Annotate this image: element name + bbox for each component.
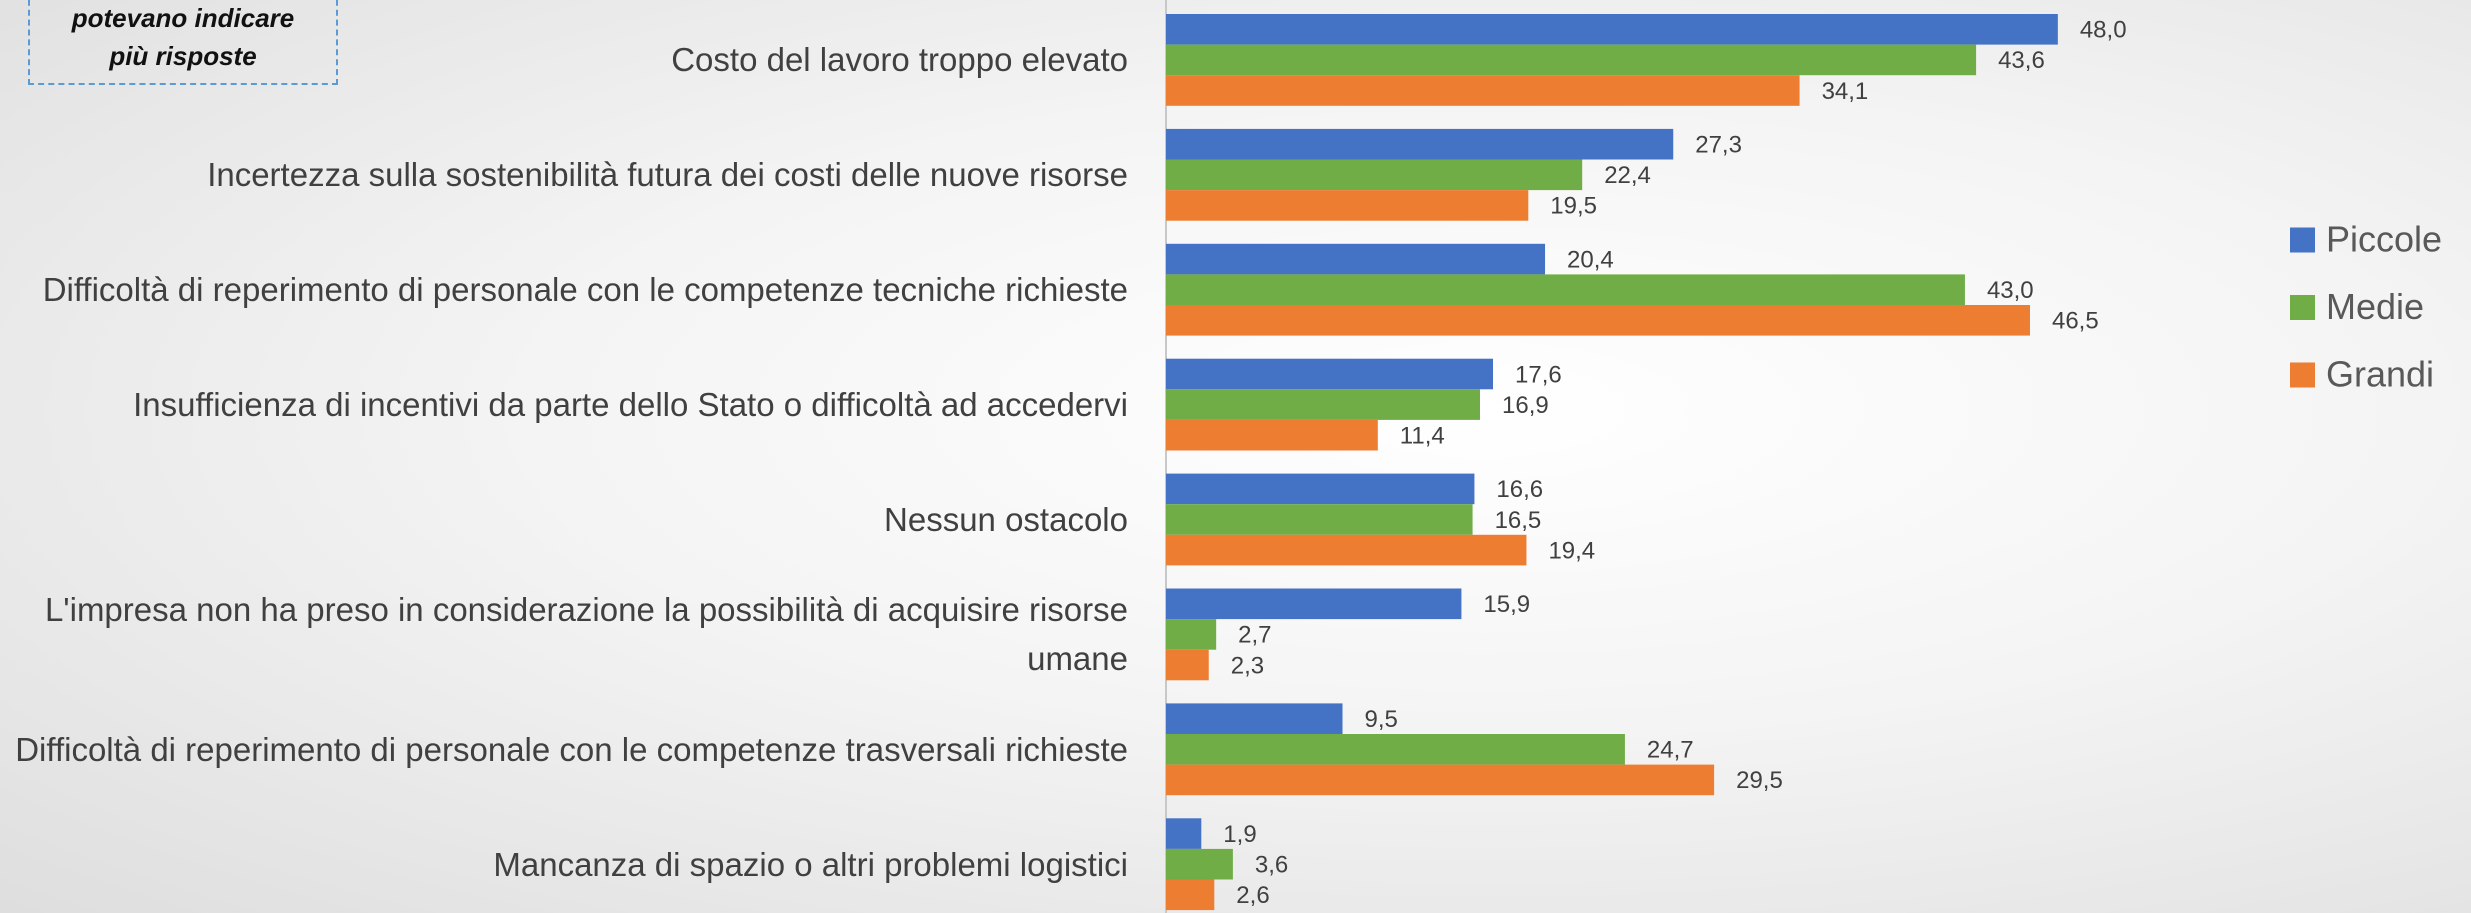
legend-swatch	[2290, 227, 2315, 253]
value-label: 27,3	[1695, 132, 1742, 159]
note-box: potevano indicare più risposte	[28, 0, 338, 85]
bar	[1166, 159, 1583, 191]
value-label: 2,3	[1231, 652, 1264, 679]
value-label: 16,9	[1502, 392, 1549, 419]
bar	[1166, 848, 1233, 880]
note-line: più risposte	[109, 41, 257, 71]
value-label: 34,1	[1822, 78, 1869, 105]
bar	[1166, 14, 2058, 45]
value-label: 20,4	[1567, 246, 1614, 273]
legend-label: Medie	[2326, 286, 2424, 327]
legend-label: Grandi	[2326, 354, 2434, 395]
value-label: 1,9	[1223, 821, 1256, 848]
value-label: 19,5	[1550, 193, 1597, 220]
bar	[1166, 473, 1475, 505]
value-label: 15,9	[1483, 591, 1530, 618]
value-label: 16,6	[1496, 476, 1543, 503]
bar	[1166, 818, 1202, 849]
value-label: 11,4	[1400, 423, 1445, 450]
bar	[1166, 764, 1715, 796]
bar	[1166, 504, 1473, 535]
value-label: 43,6	[1998, 47, 2045, 74]
value-label: 43,0	[1987, 277, 2034, 304]
category-label: Incertezza sulla sostenibilità futura de…	[207, 156, 1128, 194]
bar	[1166, 305, 2030, 336]
category-label: Nessun ostacolo	[884, 501, 1128, 538]
note-line: potevano indicare	[71, 3, 295, 33]
value-label: 19,4	[1548, 537, 1595, 564]
value-label: 48,0	[2080, 17, 2127, 44]
legend-swatch	[2290, 295, 2315, 320]
bar	[1166, 128, 1674, 160]
value-label: 29,5	[1736, 767, 1783, 794]
category-label: L'impresa non ha preso in considerazione…	[44, 591, 1128, 678]
bar	[1166, 534, 1527, 566]
value-label: 16,5	[1495, 507, 1542, 534]
bar	[1166, 619, 1217, 650]
legend-label: Piccole	[2326, 219, 2442, 260]
category-label: Difficoltà di reperimento di personale c…	[42, 271, 1128, 309]
bar	[1166, 44, 1977, 76]
category-label: Mancanza di spazio o altri problemi logi…	[493, 845, 1128, 883]
bar	[1166, 190, 1529, 221]
value-label: 2,6	[1236, 882, 1269, 909]
bar	[1166, 75, 1800, 106]
bar	[1166, 274, 1965, 305]
value-label: 3,6	[1255, 852, 1288, 879]
value-label: 2,7	[1238, 622, 1271, 649]
value-label: 9,5	[1365, 706, 1398, 733]
bar	[1166, 734, 1625, 765]
bar	[1166, 649, 1209, 681]
value-label: 46,5	[2052, 308, 2099, 335]
legend-swatch	[2290, 362, 2315, 388]
bar	[1166, 419, 1378, 451]
value-label: 22,4	[1604, 162, 1651, 189]
category-label: Difficoltà di reperimento di personale c…	[15, 730, 1128, 768]
bar	[1166, 703, 1343, 734]
value-label: 17,6	[1515, 361, 1562, 388]
value-label: 24,7	[1647, 737, 1694, 764]
bar	[1166, 243, 1546, 275]
category-label: Costo del lavoro troppo elevato	[671, 41, 1128, 79]
bar	[1166, 588, 1462, 620]
category-label: Insufficienza di incentivi da parte dell…	[133, 386, 1128, 424]
bar	[1166, 358, 1494, 390]
bar	[1166, 879, 1215, 911]
bar	[1166, 389, 1481, 420]
